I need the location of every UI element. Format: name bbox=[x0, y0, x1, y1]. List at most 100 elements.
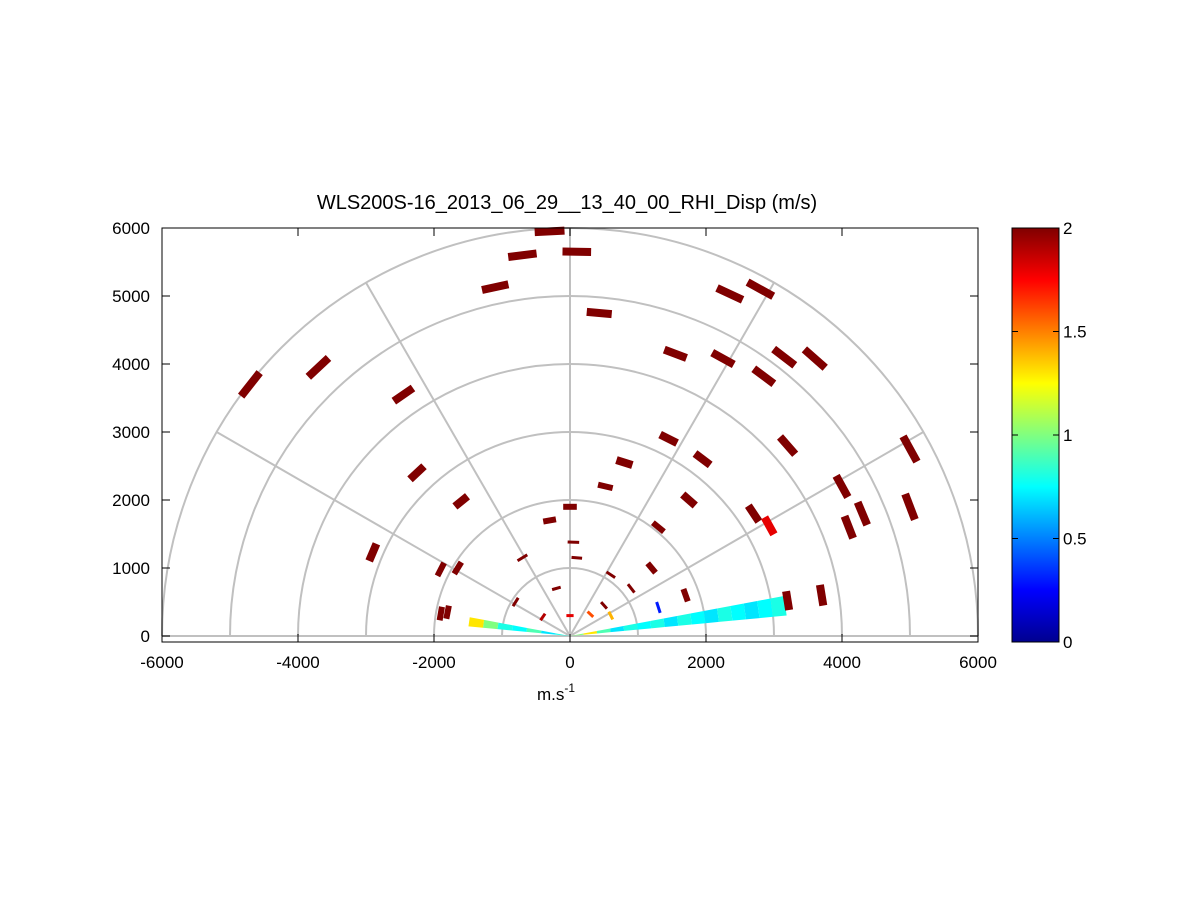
data-cell bbox=[481, 280, 510, 294]
y-tick-label: 1000 bbox=[112, 559, 150, 578]
colorbar-tick-label: 2 bbox=[1063, 219, 1072, 238]
data-cell bbox=[899, 434, 921, 464]
data-cell bbox=[542, 516, 557, 525]
colorbar-tick-label: 1 bbox=[1063, 426, 1072, 445]
data-cell bbox=[238, 370, 263, 399]
data-cell bbox=[615, 456, 634, 469]
x-tick-labels: -6000 -4000 -2000 0 2000 4000 6000 bbox=[140, 653, 997, 672]
data-cell bbox=[571, 555, 583, 560]
data-cell bbox=[801, 346, 828, 371]
data-cell bbox=[599, 601, 609, 610]
data-cell bbox=[745, 503, 763, 524]
data-cell bbox=[853, 500, 871, 527]
data-cell bbox=[443, 605, 452, 620]
data-cell bbox=[562, 247, 592, 257]
data-cell bbox=[407, 463, 427, 483]
data-cell bbox=[452, 493, 471, 510]
data-cell bbox=[434, 561, 447, 578]
beam-layer bbox=[468, 595, 787, 636]
beam-gate bbox=[703, 608, 719, 624]
data-cell bbox=[605, 570, 616, 579]
beam-gate bbox=[770, 595, 787, 617]
data-cell bbox=[761, 515, 778, 537]
data-cell bbox=[650, 520, 666, 535]
beam-gate bbox=[676, 613, 692, 626]
data-cell bbox=[655, 601, 662, 614]
y-tick-label: 5000 bbox=[112, 287, 150, 306]
polar-spoke bbox=[365, 282, 571, 637]
data-layer bbox=[238, 226, 921, 622]
data-cell bbox=[597, 481, 614, 492]
x-tick-label: -6000 bbox=[140, 653, 183, 672]
beam-gate bbox=[730, 603, 747, 621]
x-tick-label: 6000 bbox=[959, 653, 997, 672]
data-cell bbox=[815, 584, 828, 607]
colorbar-tick-label: 0 bbox=[1063, 633, 1072, 652]
data-cell bbox=[745, 278, 776, 300]
beam-gate bbox=[570, 633, 584, 636]
colorbar-ticks: 0 0.5 1 1.5 2 bbox=[1012, 219, 1087, 652]
x-axis-label: m.s-1 bbox=[537, 681, 575, 704]
beam-gate bbox=[690, 610, 706, 625]
polar-spoke bbox=[569, 431, 924, 637]
data-cell bbox=[391, 384, 416, 405]
beam-gate bbox=[610, 625, 625, 633]
beam-gate bbox=[757, 598, 774, 619]
data-cell bbox=[751, 365, 777, 387]
x-axis-label-superscript: -1 bbox=[564, 681, 575, 695]
beam-gate bbox=[663, 615, 679, 628]
y-tick-label: 6000 bbox=[112, 219, 150, 238]
data-cell bbox=[645, 561, 658, 575]
data-cell bbox=[534, 226, 565, 237]
data-cell bbox=[305, 355, 332, 380]
y-tick-label: 0 bbox=[141, 627, 150, 646]
data-cell bbox=[586, 307, 613, 319]
y-tick-labels: 0 1000 2000 3000 4000 5000 6000 bbox=[112, 219, 150, 646]
data-cell bbox=[566, 614, 574, 618]
x-tick-label: 4000 bbox=[823, 653, 861, 672]
data-cell bbox=[567, 540, 580, 544]
left-beam-gate bbox=[540, 630, 556, 635]
beam-gate bbox=[743, 600, 760, 620]
beam-gate bbox=[650, 618, 665, 629]
beam-gate bbox=[596, 628, 611, 634]
data-cell bbox=[507, 249, 538, 261]
data-cell bbox=[777, 434, 799, 457]
data-cell bbox=[658, 430, 679, 447]
y-tick-label: 2000 bbox=[112, 491, 150, 510]
data-cell bbox=[511, 597, 520, 607]
data-cell bbox=[539, 612, 547, 622]
data-cell bbox=[901, 492, 919, 522]
beam-gate bbox=[623, 623, 638, 631]
data-cell bbox=[563, 503, 577, 510]
data-cell bbox=[436, 606, 445, 621]
beam-gate bbox=[717, 605, 733, 622]
data-cell bbox=[782, 590, 794, 611]
x-axis-label-base: m.s bbox=[537, 685, 564, 704]
data-cell bbox=[710, 349, 736, 369]
data-cell bbox=[451, 560, 464, 576]
data-cell bbox=[365, 542, 381, 563]
y-tick-label: 3000 bbox=[112, 423, 150, 442]
data-cell bbox=[680, 587, 691, 603]
chart-title: WLS200S-16_2013_06_29__13_40_00_RHI_Disp… bbox=[317, 192, 817, 214]
data-cell bbox=[680, 491, 698, 509]
data-cell bbox=[586, 610, 595, 618]
left-beam-gate bbox=[526, 627, 542, 634]
data-cell bbox=[662, 345, 688, 362]
left-beam-gate bbox=[468, 617, 485, 628]
data-cell bbox=[832, 473, 852, 499]
x-tick-label: 0 bbox=[565, 653, 574, 672]
polar-spoke bbox=[216, 431, 571, 637]
x-tick-label: -2000 bbox=[412, 653, 455, 672]
left-beam-gate bbox=[511, 625, 528, 632]
polar-spoke bbox=[569, 282, 775, 637]
left-beam-gate bbox=[497, 622, 513, 631]
x-tick-label: 2000 bbox=[687, 653, 725, 672]
axes-ticks bbox=[161, 227, 979, 642]
left-beam-gate bbox=[555, 633, 570, 636]
data-cell bbox=[626, 583, 636, 594]
data-cell bbox=[771, 345, 798, 369]
beam-gate bbox=[636, 620, 652, 630]
